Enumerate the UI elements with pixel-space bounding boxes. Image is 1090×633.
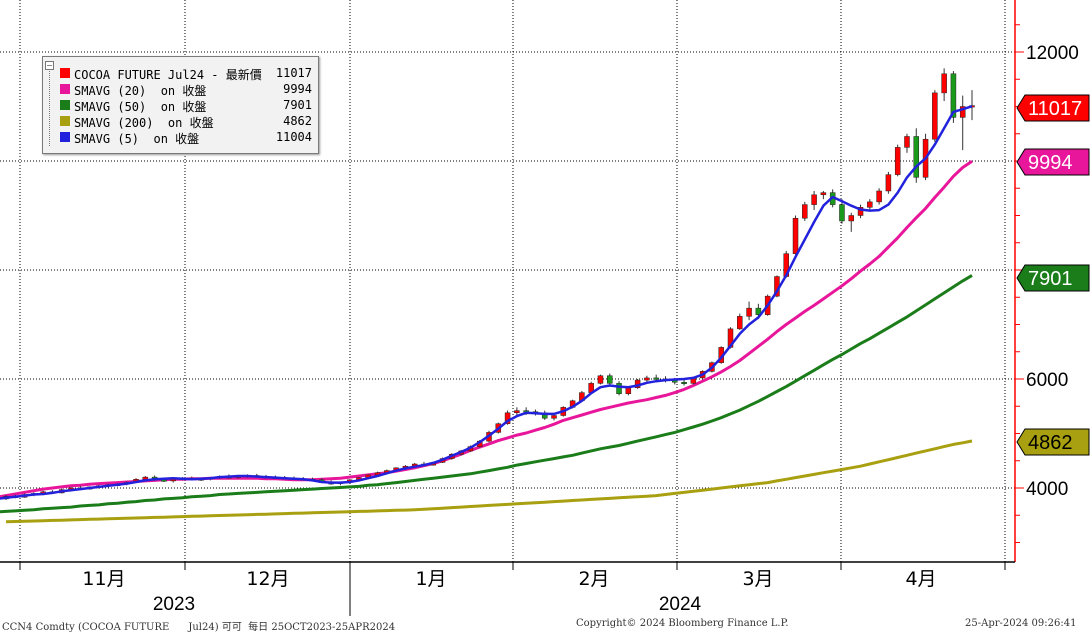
last-value-text: 9994: [1028, 152, 1073, 174]
candle-body: [625, 387, 632, 394]
last-value-badge: [1016, 148, 1090, 176]
x-tick-label: 2月: [578, 568, 609, 590]
legend-swatch: [60, 116, 70, 126]
year-label: 2024: [659, 594, 702, 615]
legend-row-sma5: SMAVG (5) on 收盤 11004: [43, 129, 318, 146]
candle-body: [514, 410, 520, 414]
year-label: 2023: [153, 594, 195, 615]
candle-body: [941, 73, 947, 94]
candle-body: [644, 377, 650, 381]
legend-value: 7901: [283, 98, 312, 112]
candle-body: [950, 73, 957, 118]
x-axis: 11月 12月 1月 2月 3月 4月 2023 2024: [0, 561, 1015, 616]
candle-body: [913, 136, 920, 178]
sma20-path: [0, 160, 973, 499]
footer-timestamp: 25-Apr-2024 09:26:41: [965, 618, 1077, 629]
legend-value: 11004: [275, 130, 312, 144]
candle-body: [551, 415, 557, 419]
last-value-badge: [1016, 94, 1090, 122]
legend-name: SMAVG (50) on 收盤: [74, 100, 207, 114]
candle-body: [857, 207, 864, 216]
y-tick-label: 6000: [1026, 370, 1068, 391]
candle-body: [932, 92, 938, 140]
candle-body: [839, 204, 845, 222]
candle-body: [820, 192, 827, 196]
last-value-labels: 11017 9994 7901 4862: [1016, 94, 1090, 456]
legend-name: COCOA FUTURE Jul24 - 最新價: [74, 68, 262, 82]
y-tick-label: 4000: [1026, 479, 1068, 500]
candle-body: [894, 147, 901, 175]
last-value-badge: [1016, 428, 1090, 456]
x-tick-label: 1月: [415, 568, 446, 590]
candle-body: [755, 307, 762, 315]
y-axis: 12000 6000 4000: [1014, 0, 1079, 562]
candle-body: [746, 307, 752, 317]
legend-swatch: [60, 84, 70, 94]
footer-copyright: Copyright© 2024 Bloomberg Finance L.P.: [576, 618, 789, 629]
legend-swatch: [60, 100, 70, 110]
candle-body: [885, 174, 892, 192]
sma50-line: [0, 274, 973, 514]
last-value-badge: [1016, 264, 1090, 292]
footer-security: CCN4 Comdty (COCOA FUTURE Jul24) 可可 每日 2…: [2, 622, 396, 633]
sma50-path: [0, 274, 973, 514]
y-tick-label: 12000: [1026, 43, 1079, 64]
x-tick-label: 4月: [905, 568, 936, 590]
candle-body: [737, 316, 743, 330]
candle-body: [504, 412, 511, 424]
candle-body: [792, 217, 799, 254]
legend-swatch: [60, 68, 70, 78]
legend-value: 11017: [275, 66, 312, 80]
legend-row-price: COCOA FUTURE Jul24 - 最新價 11017: [43, 65, 318, 82]
legend-name: SMAVG (5) on 收盤: [74, 132, 200, 146]
legend-name: SMAVG (200) on 收盤: [74, 116, 214, 130]
legend-value: 9994: [283, 82, 312, 96]
last-value-text: 11017: [1028, 98, 1082, 120]
x-tick-label: 12月: [246, 568, 289, 590]
sma200-path: [5, 439, 973, 524]
legend-row-sma20: SMAVG (20) on 收盤 9994: [43, 81, 318, 98]
candle-body: [681, 382, 687, 385]
candle-body: [597, 375, 604, 384]
sma5-line: [0, 105, 973, 500]
candle-body: [876, 190, 882, 203]
candle-body: [848, 215, 854, 222]
sma5-path: [0, 105, 973, 500]
candle-body: [904, 136, 910, 148]
candle-body: [607, 375, 613, 384]
last-value-text: 4862: [1028, 432, 1073, 454]
candle-body: [811, 194, 817, 205]
legend-row-sma50: SMAVG (50) on 收盤 7901: [43, 97, 318, 114]
x-tick-label: 3月: [742, 568, 773, 590]
last-value-text: 7901: [1028, 268, 1073, 290]
legend-row-sma200: SMAVG (200) on 收盤 4862: [43, 113, 318, 130]
sma200-line: [5, 439, 973, 524]
legend-swatch: [60, 132, 70, 142]
candle-body: [616, 383, 622, 394]
sma20-line: [0, 160, 973, 499]
candle-body: [867, 201, 873, 208]
legend-tree-line: [49, 66, 56, 146]
x-tick-label: 11月: [82, 568, 125, 590]
legend-value: 4862: [283, 114, 312, 128]
candle-body: [959, 106, 966, 118]
candle-body: [802, 204, 808, 219]
legend[interactable]: − COCOA FUTURE Jul24 - 最新價 11017 SMAVG (…: [42, 56, 319, 154]
collapse-icon[interactable]: −: [45, 61, 54, 70]
legend-name: SMAVG (20) on 收盤: [74, 84, 207, 98]
candle-body: [653, 377, 659, 380]
